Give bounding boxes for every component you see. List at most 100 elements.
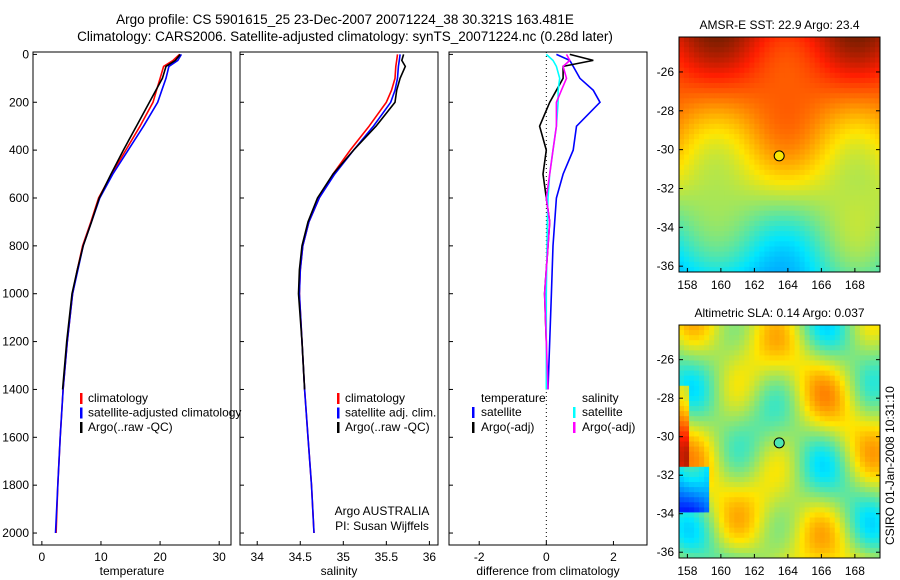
map-cell (699, 436, 705, 442)
map-cell (874, 330, 881, 336)
map-cell (854, 266, 861, 273)
map-cell (869, 411, 876, 417)
map-frame (678, 36, 881, 273)
map-cell (834, 340, 841, 346)
map-cell (824, 360, 831, 367)
map-cell (724, 144, 730, 150)
map-cell (874, 522, 881, 529)
map-cell (734, 360, 740, 367)
map-cell (814, 330, 821, 336)
map-cell (874, 98, 881, 104)
map-cell (784, 123, 791, 130)
map-cell (759, 517, 765, 524)
map-cell (809, 246, 816, 253)
map-cell (794, 174, 801, 181)
map-cell (849, 375, 856, 382)
map-cell (709, 426, 715, 432)
map-cell (679, 190, 685, 196)
map-cell (799, 375, 806, 382)
map-cell (854, 335, 861, 341)
map-cell (854, 360, 861, 367)
map-cell (874, 385, 881, 392)
map-cell (869, 180, 876, 186)
map-cell (689, 77, 695, 84)
map-cell (844, 482, 851, 488)
map-cell (779, 82, 786, 89)
map-cell (819, 380, 826, 387)
map-cell (679, 532, 685, 539)
map-cell (849, 118, 856, 125)
map-cell (724, 200, 730, 207)
map-cell (794, 502, 801, 508)
map-cell (764, 380, 770, 387)
map-cell (849, 446, 856, 453)
map-cell (869, 236, 876, 242)
map-cell (729, 360, 735, 367)
map-cell (704, 345, 710, 351)
map-cell (704, 426, 710, 432)
map-cell (839, 231, 846, 237)
map-cell (679, 128, 685, 135)
map-cell (844, 375, 851, 382)
map-cell (779, 345, 786, 351)
map-cell (839, 390, 846, 397)
map-cell (729, 395, 735, 402)
map-cell (829, 42, 836, 48)
map-cell (729, 169, 735, 176)
map-cell (744, 335, 750, 341)
map-cell (854, 220, 861, 227)
map-cell (869, 441, 876, 448)
map-cell (759, 451, 765, 458)
map-cell (814, 350, 821, 356)
map-cell (689, 335, 695, 341)
map-cell (754, 461, 760, 468)
map-cell (809, 98, 816, 104)
map-cell (739, 340, 745, 346)
map-cell (689, 370, 695, 377)
map-cell (869, 365, 876, 372)
map-cell (714, 52, 720, 58)
map-cell (794, 185, 801, 191)
x-tick-label: 2 (610, 550, 617, 564)
map-cell (804, 542, 811, 549)
map-cell (699, 210, 705, 217)
map-cell (724, 159, 730, 166)
map-cell (689, 236, 695, 242)
map-cell (699, 360, 705, 367)
map-cell (784, 431, 791, 437)
map-cell (854, 330, 861, 336)
map-cell (824, 426, 831, 432)
map-cell (839, 261, 846, 268)
map-cell (859, 169, 866, 176)
map-cell (749, 251, 755, 258)
map-cell (874, 492, 881, 498)
map-cell (839, 128, 846, 135)
map-cell (719, 345, 725, 351)
map-cell (779, 487, 786, 493)
map-cell (784, 441, 791, 448)
map-cell (714, 200, 720, 207)
map-cell (734, 370, 740, 377)
map-cell (809, 57, 816, 64)
map-cell (779, 62, 786, 69)
map-cell (699, 487, 705, 493)
map-cell (729, 88, 735, 94)
map-cell (804, 210, 811, 217)
map-cell (814, 164, 821, 171)
map-cell (689, 406, 695, 412)
map-cell (684, 512, 690, 518)
map-cell (809, 164, 816, 171)
map-cell (754, 395, 760, 402)
map-cell (814, 547, 821, 554)
map-cell (724, 42, 730, 48)
map-cell (714, 466, 720, 473)
map-cell (784, 77, 791, 84)
map-cell (824, 350, 831, 356)
map-cell (779, 421, 786, 427)
map-cell (814, 476, 821, 483)
map-cell (839, 241, 846, 247)
map-cell (784, 547, 791, 554)
map-cell (749, 226, 755, 232)
map-cell (849, 421, 856, 427)
map-cell (814, 542, 821, 549)
